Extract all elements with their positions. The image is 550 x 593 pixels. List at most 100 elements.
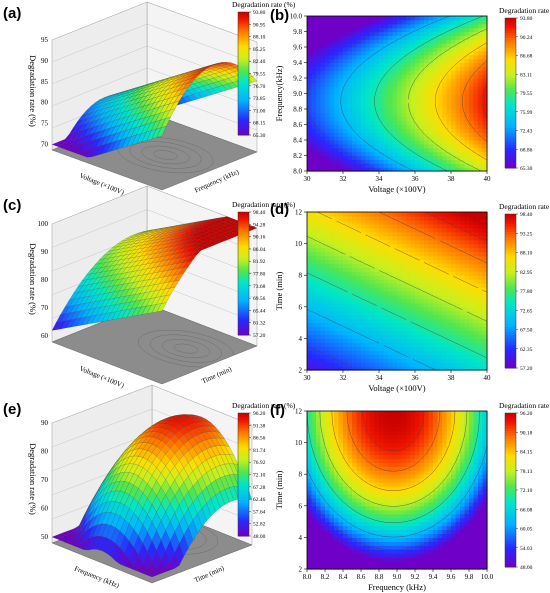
heat-cell: [433, 223, 439, 229]
heat-cell: [428, 27, 434, 33]
heat-cell: [311, 219, 317, 225]
heat-cell: [374, 330, 380, 336]
heat-cell: [343, 354, 349, 359]
heat-cell: [361, 132, 367, 137]
heat-cell: [442, 243, 448, 249]
heat-cell: [415, 112, 421, 118]
heat-cell: [433, 147, 439, 153]
heat-cell: [347, 294, 353, 300]
heat-cell: [343, 163, 349, 168]
heat-cell: [473, 120, 479, 126]
colorbar-segment: [238, 57, 249, 60]
heat-cell: [311, 128, 317, 133]
heat-cell: [419, 298, 425, 304]
heat-cell: [365, 279, 371, 284]
heat-cell: [334, 247, 340, 253]
heat-cell: [383, 350, 389, 355]
heat-cell: [464, 342, 470, 347]
heat-cell: [356, 163, 362, 168]
heat-cell: [320, 283, 326, 288]
heat-cell: [469, 147, 475, 153]
heat-cell: [361, 116, 367, 122]
heat-cell: [383, 120, 389, 126]
panel-label-d: (d): [270, 201, 289, 218]
heat-cell: [338, 23, 344, 29]
heat-cell: [365, 62, 371, 67]
heat-cell: [361, 279, 367, 284]
heat-cell: [464, 350, 470, 355]
heat-cell: [455, 287, 461, 292]
heat-cell: [347, 112, 353, 118]
heat-cell: [365, 85, 371, 91]
heat-cell: [365, 116, 371, 122]
heat-cell: [410, 54, 416, 60]
heat-cell: [406, 322, 412, 328]
heat-cell: [320, 70, 326, 75]
heat-cell: [338, 58, 344, 64]
heat-cell: [397, 50, 403, 56]
colorbar-tick-label: 86.56: [253, 436, 266, 442]
heat-cell: [451, 54, 457, 60]
heat-cell: [415, 239, 421, 245]
heat-cell: [424, 326, 430, 332]
heat-cell: [469, 109, 475, 114]
heat-cell: [334, 112, 340, 118]
heat-cell: [433, 251, 439, 257]
surface-plot-c: [51, 185, 258, 385]
heat-cell: [379, 326, 385, 332]
heat-cell: [419, 101, 425, 106]
heat-cell: [307, 140, 313, 145]
heat-cell: [356, 143, 362, 149]
heat-cell: [428, 35, 434, 40]
heat-cell: [374, 251, 380, 257]
heat-cell: [343, 120, 349, 126]
heat-cell: [325, 132, 331, 137]
colorbar-segment: [238, 69, 249, 72]
heat-cell: [307, 358, 313, 363]
heat-cell: [464, 291, 470, 296]
heat-cell: [311, 259, 317, 264]
heat-cell: [428, 66, 434, 71]
heat-cell: [424, 54, 430, 60]
heat-cell: [329, 128, 335, 133]
heat-cell: [374, 259, 380, 264]
heat-cell: [370, 215, 376, 221]
heat-cell: [370, 251, 376, 257]
heat-cell: [451, 143, 457, 149]
heat-cell: [415, 326, 421, 332]
heat-cell: [311, 346, 317, 351]
heat-cell: [329, 227, 335, 233]
heat-cell: [424, 342, 430, 347]
heat-cell: [307, 151, 313, 157]
heat-cell: [392, 70, 398, 75]
heat-cell: [311, 215, 317, 221]
heat-cell: [442, 279, 448, 284]
heat-cell: [451, 105, 457, 110]
heat-cell: [352, 147, 358, 153]
heat-cell: [442, 212, 448, 217]
heat-cell: [361, 223, 367, 229]
heat-cell: [446, 334, 452, 339]
heat-cell: [401, 155, 407, 160]
heat-cell: [415, 35, 421, 40]
heat-cell: [415, 66, 421, 71]
heat-cell: [397, 105, 403, 110]
heat-cell: [424, 16, 430, 21]
heat-cell: [460, 155, 466, 160]
heat-cell: [365, 350, 371, 355]
heat-cell: [478, 109, 484, 114]
heat-cell: [460, 27, 466, 33]
heat-cell: [410, 31, 416, 36]
heat-cell: [446, 314, 452, 320]
heat-cell: [329, 101, 335, 106]
heat-cell: [401, 283, 407, 288]
heat-cell: [307, 159, 313, 164]
heat-cell: [379, 302, 385, 308]
heat-cell: [397, 74, 403, 79]
heat-cell: [320, 298, 326, 304]
heat-cell: [473, 326, 479, 332]
heat-cell: [437, 120, 443, 126]
z-tick-label: 50: [41, 533, 49, 541]
heat-cell: [464, 43, 470, 48]
heat-cell: [469, 263, 475, 268]
